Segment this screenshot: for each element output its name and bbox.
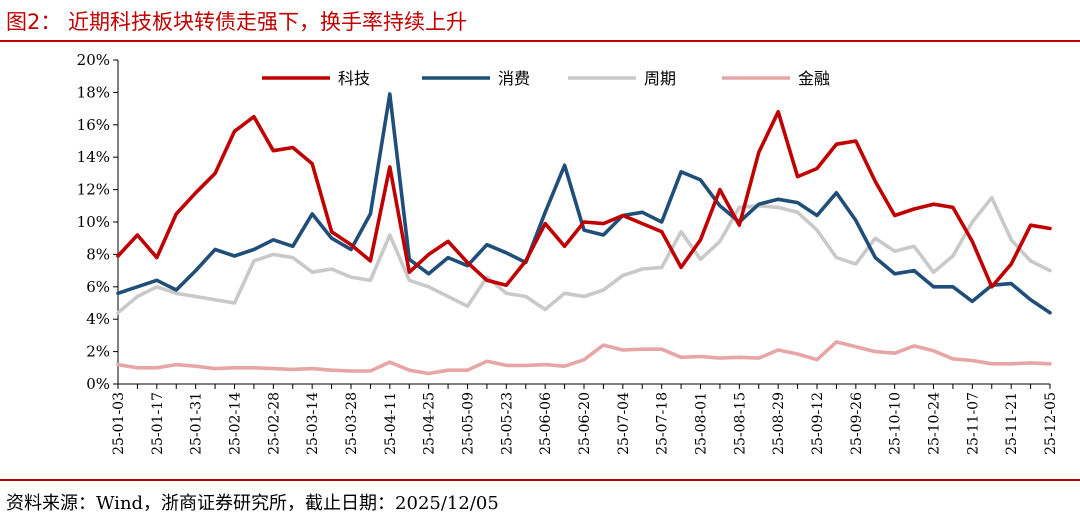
y-tick-label: 6% xyxy=(86,278,110,296)
y-tick-label: 20% xyxy=(77,51,110,69)
series-line-消费 xyxy=(116,92,1052,315)
chart-legend: 科技 消费 周期 金融 xyxy=(262,69,830,88)
x-tick-label: 25-09-12 xyxy=(810,392,826,455)
x-tick-label: 25-08-01 xyxy=(694,392,710,455)
legend-label: 科技 xyxy=(338,69,370,88)
header: 图2： 近期科技板块转债走强下，换手率持续上升 xyxy=(0,0,1080,42)
x-tick-label: 25-04-25 xyxy=(422,392,438,455)
source-note: 资料来源：Wind，浙商证券研究所，截止日期：2025/12/05 xyxy=(6,493,499,514)
series-line-周期 xyxy=(116,195,1052,315)
y-tick-label: 2% xyxy=(86,343,110,361)
x-tick-label: 25-03-14 xyxy=(305,392,321,455)
x-tick-label: 25-02-14 xyxy=(228,392,244,455)
y-tick-label: 12% xyxy=(77,181,110,199)
y-tick-label: 14% xyxy=(77,148,110,166)
x-tick-label: 25-11-07 xyxy=(965,392,981,455)
y-tick-label: 4% xyxy=(86,310,110,328)
x-tick-label: 25-05-23 xyxy=(499,392,515,455)
legend-label: 消费 xyxy=(498,69,530,88)
x-tick-label: 25-04-11 xyxy=(383,392,399,455)
x-tick-label: 25-08-29 xyxy=(771,392,787,455)
x-tick-label: 25-10-24 xyxy=(927,392,943,455)
chart-axes: 0% 2% 4% 6% 8% 10% 12% 14% 16% 18% 20% 25-01-03 25-0… xyxy=(77,51,1059,455)
series-layer xyxy=(116,92,1052,376)
x-tick-label: 25-07-04 xyxy=(616,392,632,455)
y-tick-label: 8% xyxy=(86,245,110,263)
x-tick-label: 25-06-06 xyxy=(538,392,554,455)
series-line-科技 xyxy=(116,110,1052,289)
x-tick-label: 25-01-03 xyxy=(111,392,127,455)
x-tick-label: 25-11-21 xyxy=(1004,392,1020,455)
series-line-金融 xyxy=(116,340,1052,376)
x-tick-label: 25-12-05 xyxy=(1043,392,1059,455)
footer-rule xyxy=(0,479,1080,481)
x-tick-label: 25-10-10 xyxy=(888,392,904,455)
x-tick-label: 25-09-26 xyxy=(849,392,865,455)
line-chart: 0% 2% 4% 6% 8% 10% 12% 14% 16% 18% 20% 25-01-03 25-0… xyxy=(77,51,1059,455)
y-tick-label: 16% xyxy=(77,116,110,134)
x-tick-label: 25-05-09 xyxy=(461,392,477,455)
legend-label: 周期 xyxy=(644,69,676,88)
y-tick-label: 10% xyxy=(77,213,110,231)
x-tick-label: 25-08-15 xyxy=(732,392,748,455)
x-tick-label: 25-03-28 xyxy=(344,392,360,455)
header-rule xyxy=(0,40,1080,42)
y-tick-label: 0% xyxy=(86,375,110,393)
legend-label: 金融 xyxy=(798,69,830,88)
x-tick-label: 25-07-18 xyxy=(655,392,671,455)
x-tick-label: 25-01-31 xyxy=(189,392,205,455)
figure-title: 图2： 近期科技板块转债走强下，换手率持续上升 xyxy=(6,10,468,34)
x-tick-label: 25-02-28 xyxy=(266,392,282,455)
x-tick-label: 25-01-17 xyxy=(150,392,166,455)
y-tick-label: 18% xyxy=(77,83,110,101)
x-tick-label: 25-06-20 xyxy=(577,392,593,455)
